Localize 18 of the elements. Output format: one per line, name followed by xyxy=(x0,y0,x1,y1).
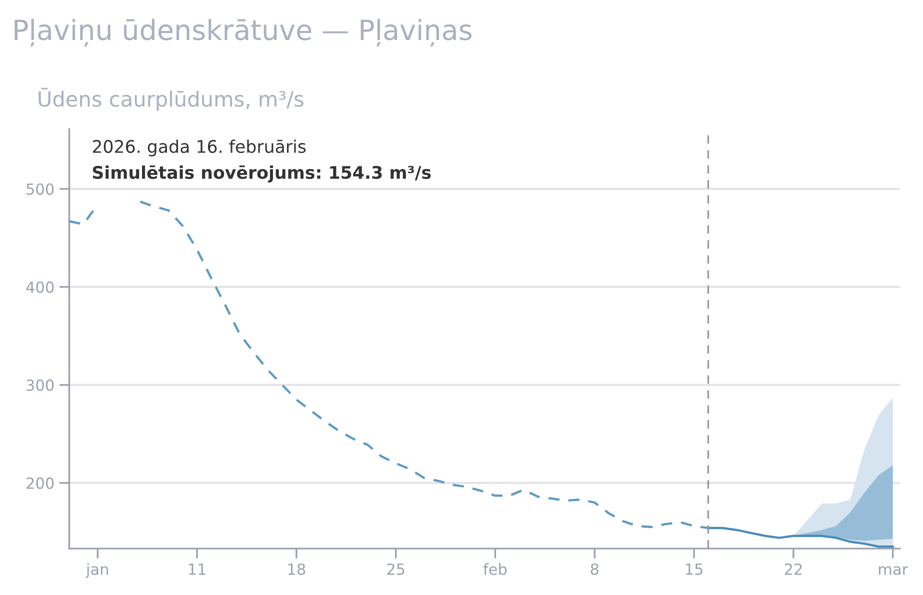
y-tick-label: 500 xyxy=(26,183,54,195)
y-tick-label: 400 xyxy=(26,281,54,293)
x-tick-label: mar xyxy=(878,566,908,575)
annotation: Simulētais novērojums: 154.3 m³/s xyxy=(92,166,431,182)
x-tick-label: 22 xyxy=(784,563,802,575)
x-tick-label: 25 xyxy=(387,563,404,575)
annotation: 2026. gada 16. februāris xyxy=(92,140,306,156)
x-tick-label: 8 xyxy=(590,563,598,575)
y-tick-label: 200 xyxy=(26,477,54,489)
x-tick-label: 11 xyxy=(188,564,206,575)
y-axis-title: Ūdens caurplūdums, m³/s xyxy=(38,88,304,111)
x-tick-label: 15 xyxy=(686,564,702,575)
line-series xyxy=(707,526,894,548)
x-tick-label: 18 xyxy=(288,563,306,575)
chart-title: Pļaviņu ūdenskrātuve — Pļaviņas xyxy=(14,18,472,47)
y-tick-label: 300 xyxy=(26,379,54,391)
x-tick-label: jan xyxy=(86,563,108,578)
x-tick-label: feb xyxy=(483,563,507,575)
